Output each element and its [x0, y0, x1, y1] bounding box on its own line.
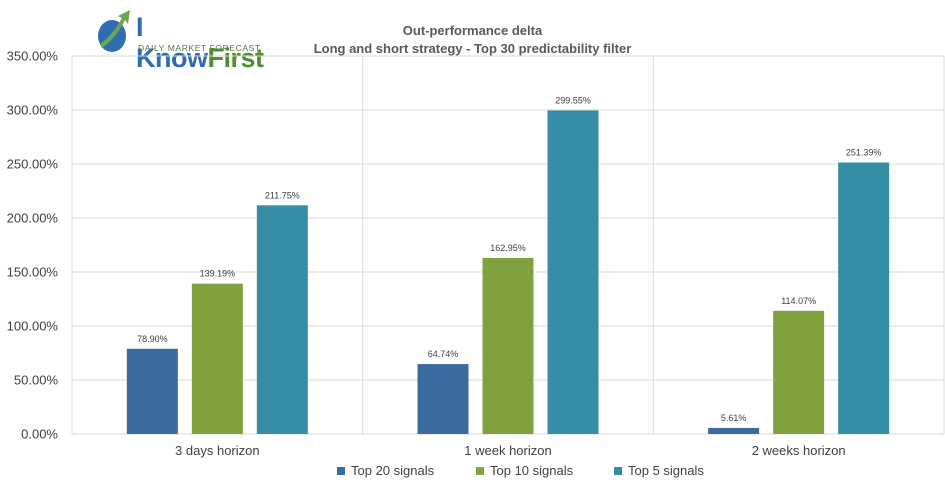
- logo-tagline: DAILY MARKET FORECAST: [138, 43, 261, 53]
- data-label: 5.61%: [721, 413, 747, 423]
- x-tick-label: 1 week horizon: [464, 443, 551, 458]
- legend-label: Top 10 signals: [490, 463, 574, 478]
- y-tick-label: 50.00%: [14, 373, 59, 388]
- data-label: 64.74%: [428, 349, 459, 359]
- logo-arrow-icon: [98, 10, 130, 52]
- y-tick-label: 200.00%: [7, 211, 59, 226]
- bar: [126, 348, 178, 434]
- bar: [482, 258, 534, 434]
- x-tick-label: 2 weeks horizon: [752, 443, 846, 458]
- data-label: 162.95%: [490, 243, 526, 253]
- legend-label: Top 5 signals: [628, 463, 704, 478]
- bar: [547, 110, 599, 435]
- legend-swatch: [614, 467, 622, 475]
- logo-wordmark: I KnowFirst: [136, 12, 267, 74]
- legend-label: Top 20 signals: [351, 463, 435, 478]
- chart-subtitle: Long and short strategy - Top 30 predict…: [313, 41, 632, 56]
- legend-swatch: [476, 467, 484, 475]
- bar: [838, 162, 890, 435]
- y-tick-label: 0.00%: [21, 427, 58, 442]
- y-tick-label: 100.00%: [7, 319, 59, 334]
- y-tick-label: 300.00%: [7, 103, 59, 118]
- data-label: 251.39%: [846, 147, 882, 157]
- legend-swatch: [337, 467, 345, 475]
- y-tick-label: 250.00%: [7, 157, 59, 172]
- bar: [191, 283, 243, 434]
- y-tick-label: 350.00%: [7, 49, 59, 64]
- bar: [708, 427, 760, 434]
- logo-know: Know: [136, 43, 208, 73]
- data-label: 114.07%: [781, 296, 816, 306]
- data-label: 78.90%: [137, 334, 168, 344]
- data-label: 211.75%: [265, 190, 300, 200]
- y-tick-label: 150.00%: [7, 265, 59, 280]
- bar: [256, 205, 308, 434]
- data-label: 299.55%: [555, 95, 591, 105]
- x-tick-label: 3 days horizon: [175, 443, 260, 458]
- bar: [773, 310, 825, 434]
- bar: [417, 364, 469, 434]
- chart-title: Out-performance delta: [402, 23, 543, 38]
- brand-logo: I KnowFirst DAILY MARKET FORECAST: [92, 6, 267, 73]
- logo-first: First: [207, 43, 265, 73]
- data-label: 139.19%: [200, 269, 236, 279]
- logo-prefix: I: [136, 12, 144, 42]
